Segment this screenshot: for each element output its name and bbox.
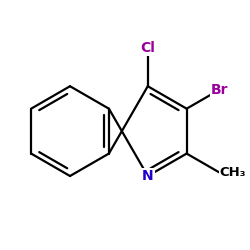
- Text: Br: Br: [211, 82, 228, 96]
- Text: N: N: [142, 169, 154, 183]
- Text: CH₃: CH₃: [220, 166, 246, 179]
- Text: Cl: Cl: [140, 41, 155, 55]
